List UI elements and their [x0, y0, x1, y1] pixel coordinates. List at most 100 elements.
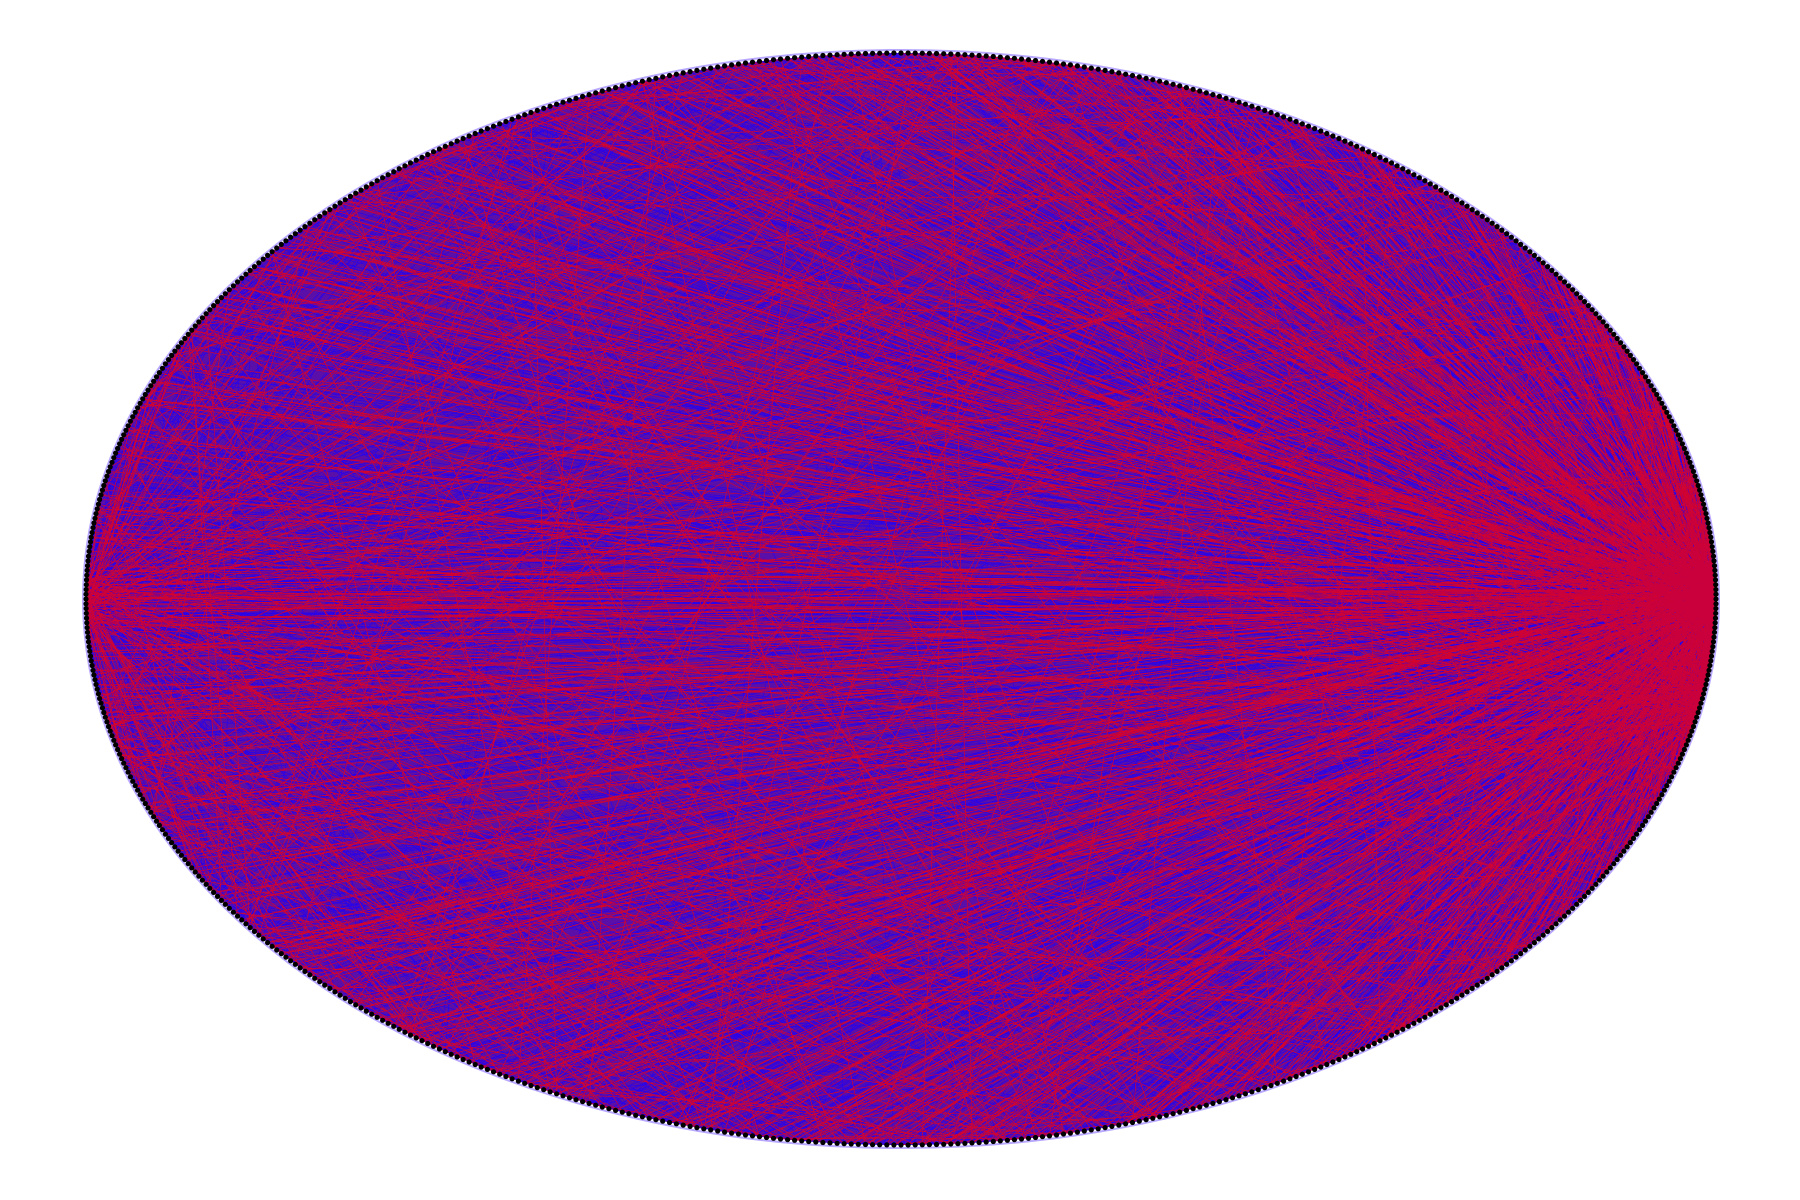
network-node	[997, 1138, 1003, 1144]
network-node	[1074, 63, 1080, 69]
network-node	[332, 203, 338, 209]
network-node	[969, 52, 975, 58]
network-node	[1540, 932, 1546, 938]
network-node	[1666, 414, 1672, 420]
network-node	[86, 548, 92, 555]
network-node	[88, 658, 94, 664]
network-node	[1708, 658, 1714, 664]
network-node	[107, 464, 113, 470]
network-node	[98, 700, 104, 706]
network-node	[256, 260, 262, 266]
network-node	[247, 267, 253, 273]
network-node	[1640, 822, 1646, 829]
network-node	[948, 1141, 954, 1147]
network-node	[515, 1078, 522, 1084]
network-node	[189, 327, 195, 333]
network-node	[84, 567, 90, 574]
network-node	[1702, 506, 1708, 512]
network-node	[1705, 520, 1711, 526]
network-node	[125, 423, 131, 429]
network-node	[1443, 190, 1449, 196]
network-node	[1621, 344, 1627, 350]
network-node	[218, 897, 224, 904]
network-node	[302, 968, 308, 975]
network-node	[1236, 1093, 1242, 1099]
network-node	[619, 83, 625, 89]
network-node	[1531, 252, 1537, 258]
network-node	[1183, 1107, 1189, 1113]
network-node	[1268, 109, 1274, 116]
network-node	[1600, 319, 1606, 325]
network-node	[599, 88, 605, 94]
network-node	[88, 534, 94, 540]
network-node	[380, 1017, 386, 1023]
network-node	[1143, 75, 1149, 81]
network-node	[962, 52, 968, 58]
network-node	[1607, 327, 1613, 333]
network-node	[1281, 114, 1287, 120]
network-node	[1553, 271, 1559, 277]
network-node	[1383, 1035, 1389, 1041]
network-node	[1197, 1104, 1203, 1110]
network-node	[95, 501, 101, 507]
network-node	[639, 78, 646, 84]
network-node	[1102, 1125, 1108, 1131]
network-node	[1116, 1122, 1122, 1128]
network-node	[1433, 184, 1439, 190]
network-node	[653, 1117, 659, 1123]
network-node	[653, 75, 659, 81]
network-node	[402, 163, 408, 169]
network-node	[1713, 610, 1719, 616]
network-node	[1388, 160, 1395, 166]
network-node	[1484, 217, 1490, 223]
network-node	[1183, 85, 1189, 91]
network-node	[708, 1127, 714, 1133]
network-node	[1549, 925, 1555, 931]
network-node	[1336, 135, 1342, 142]
network-node	[86, 644, 92, 650]
network-node	[1489, 220, 1495, 226]
network-node	[941, 1141, 947, 1147]
network-node	[1143, 1117, 1149, 1123]
network-node	[785, 55, 791, 61]
network-node	[83, 586, 89, 593]
network-node	[1438, 187, 1444, 193]
network-node	[1648, 809, 1654, 815]
network-node	[196, 873, 202, 879]
network-node	[1710, 553, 1717, 559]
network-node	[660, 74, 666, 80]
network-node	[1711, 563, 1718, 569]
network-node	[1053, 1132, 1060, 1138]
network-node	[694, 1125, 700, 1131]
network-node	[90, 667, 96, 673]
network-node	[1661, 787, 1667, 793]
network-node	[1150, 1115, 1156, 1121]
network-node	[265, 252, 271, 258]
network-node	[1018, 56, 1025, 62]
network-node	[1624, 348, 1630, 354]
network-node	[1713, 605, 1719, 612]
network-node	[117, 441, 123, 447]
network-node	[484, 126, 490, 132]
network-node	[98, 492, 104, 498]
network-node	[358, 1005, 364, 1011]
network-node	[207, 885, 213, 891]
network-node	[274, 245, 280, 251]
network-node	[1067, 1130, 1073, 1136]
network-node	[1527, 943, 1533, 949]
network-node	[547, 1089, 553, 1095]
network-node	[203, 881, 209, 887]
network-node	[83, 596, 89, 602]
network-node	[870, 1142, 876, 1148]
network-node	[127, 418, 133, 424]
network-node	[1561, 279, 1568, 285]
network-node	[1518, 241, 1524, 247]
network-node	[554, 101, 560, 107]
network-node	[460, 135, 466, 142]
network-node	[1274, 112, 1280, 118]
network-node	[646, 77, 652, 83]
network-node	[472, 130, 478, 137]
network-node	[85, 558, 91, 564]
network-node	[84, 563, 91, 569]
network-node	[1262, 1085, 1268, 1091]
